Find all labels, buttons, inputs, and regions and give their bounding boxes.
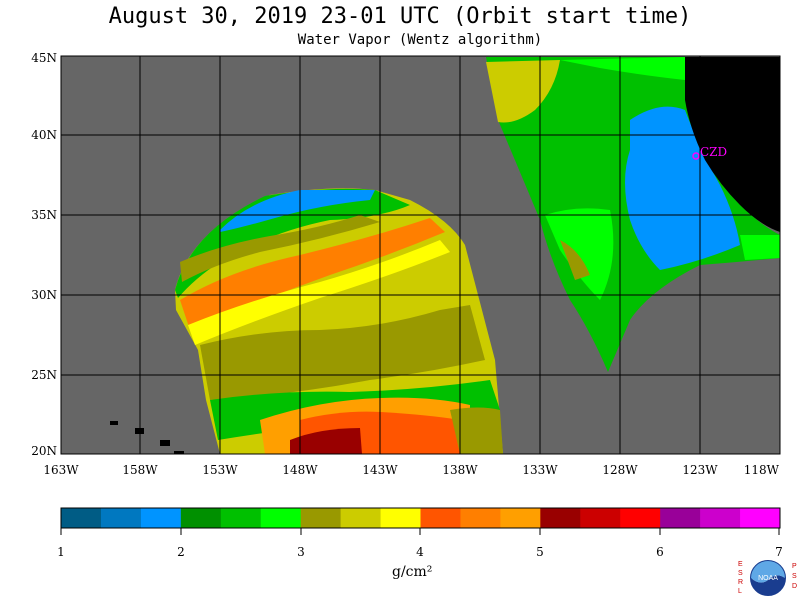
colorbar-segment (260, 508, 302, 528)
lat-label: 25N (31, 368, 57, 382)
colorbar-segment (340, 508, 382, 528)
lat-label: 40N (31, 128, 57, 142)
logo-right-letters: PSD (792, 563, 798, 590)
lon-label: 128W (602, 463, 638, 477)
logo-center-text: NOAA (758, 575, 778, 582)
lon-label: 148W (282, 463, 318, 477)
colorbar-tick-label: 4 (416, 545, 424, 559)
colorbar-segment (100, 508, 142, 528)
station-marker (692, 152, 700, 160)
lon-label: 163W (43, 463, 79, 477)
colorbar-segment (380, 508, 421, 528)
colorbar-segment (460, 508, 501, 528)
colorbar-segment (420, 508, 461, 528)
lon-label: 158W (122, 463, 158, 477)
colorbar-segment (740, 508, 781, 528)
colorbar-tick-label: 5 (536, 545, 544, 559)
colorbar-segment (700, 508, 741, 528)
station-label: CZD (700, 145, 727, 159)
map-grid (61, 56, 780, 454)
colorbar-segment (660, 508, 701, 528)
colorbar (61, 508, 781, 528)
colorbar-segment (61, 508, 102, 528)
lat-label: 35N (31, 208, 57, 222)
map-title: August 30, 2019 23-01 UTC (Orbit start t… (108, 4, 692, 29)
lat-label: 45N (31, 51, 57, 65)
colorbar-tick-label: 6 (656, 545, 664, 559)
colorbar-segment (500, 508, 541, 528)
colorbar-segment (580, 508, 621, 528)
map-frame (60, 55, 781, 455)
colorbar-segment (140, 508, 182, 528)
lat-label: 20N (31, 444, 57, 458)
colorbar-segment (620, 508, 661, 528)
map-subtitle: Water Vapor (Wentz algorithm) (297, 32, 543, 48)
colorbar-tick-label: 2 (177, 545, 185, 559)
colorbar-tick-label: 1 (57, 545, 65, 559)
colorbar-unit: g/cm² (392, 564, 433, 580)
colorbar-ticks (60, 528, 780, 535)
colorbar-segment (300, 508, 342, 528)
colorbar-segment (220, 508, 262, 528)
lon-label: 153W (202, 463, 238, 477)
lon-label: 138W (442, 463, 478, 477)
colorbar-segment (180, 508, 222, 528)
lon-label: 133W (522, 463, 558, 477)
noaa-logo: NOAA ESRL PSD (738, 558, 798, 598)
land-mass (685, 57, 780, 232)
colorbar-segment (540, 508, 581, 528)
lon-label: 123W (682, 463, 718, 477)
colorbar-tick-label: 7 (775, 545, 783, 559)
lon-label: 143W (362, 463, 398, 477)
lat-label: 30N (31, 288, 57, 302)
logo-left-letters: ESRL (738, 561, 744, 595)
lon-label: 118W (744, 463, 780, 477)
colorbar-tick-label: 3 (297, 545, 305, 559)
